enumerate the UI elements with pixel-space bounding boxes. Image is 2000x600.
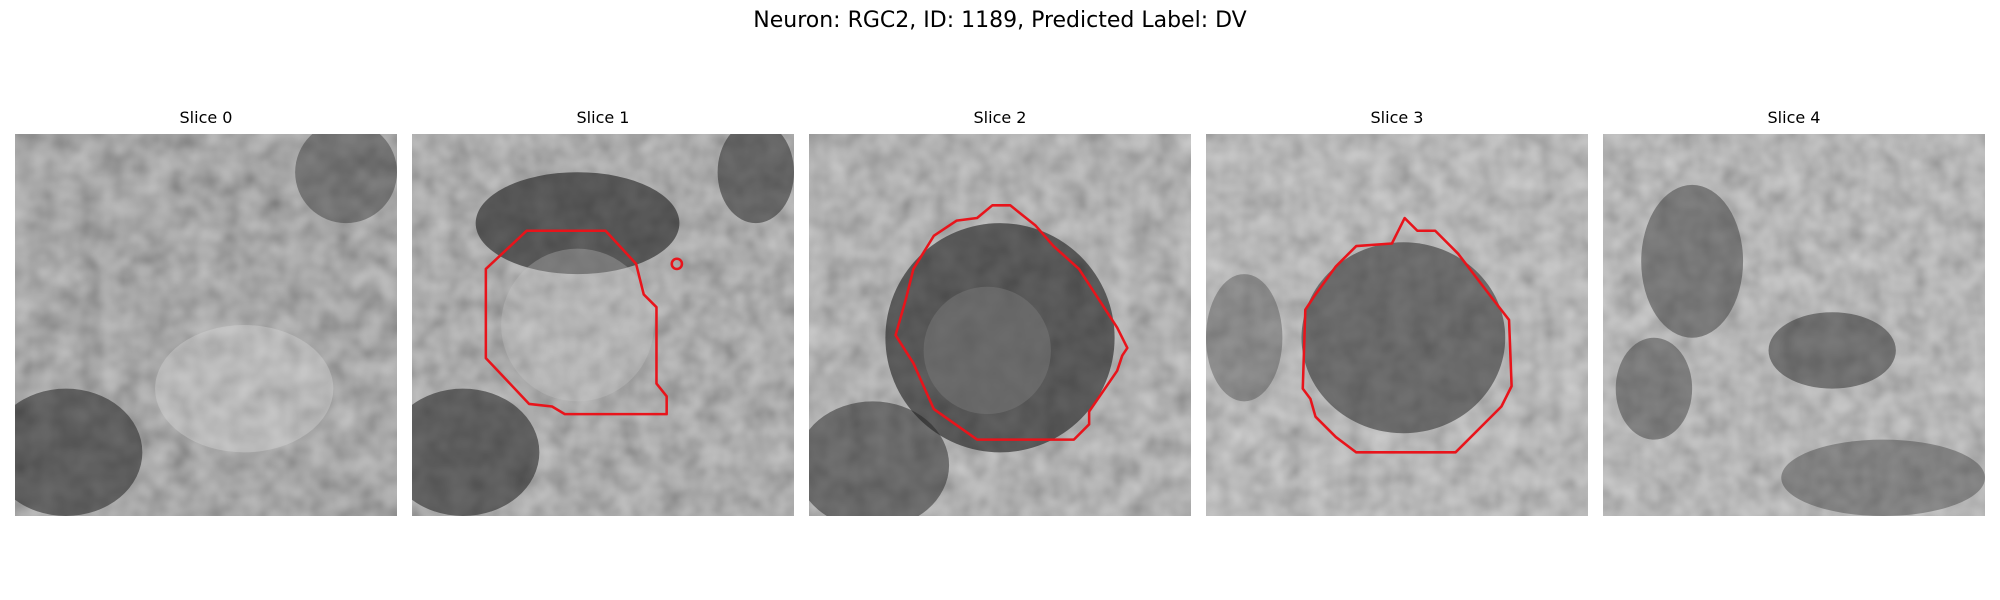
- contour-marker: [670, 257, 684, 271]
- slice-panel-3: Slice 3: [1206, 108, 1588, 516]
- slice-image-3: [1206, 134, 1588, 516]
- slice-panel-4: Slice 4: [1603, 108, 1985, 516]
- slice-title-3: Slice 3: [1370, 108, 1424, 127]
- slice-title-2: Slice 2: [973, 108, 1027, 127]
- slice-panel-0: Slice 0: [15, 108, 397, 516]
- segmentation-contour: [894, 204, 1129, 441]
- slice-image-1: [412, 134, 794, 516]
- segmentation-contour: [1301, 216, 1513, 454]
- slice-title-4: Slice 4: [1767, 108, 1821, 127]
- slice-image-4: [1603, 134, 1985, 516]
- slice-title-1: Slice 1: [576, 108, 630, 127]
- slice-image-0: [15, 134, 397, 516]
- figure-title: Neuron: RGC2, ID: 1189, Predicted Label:…: [753, 8, 1247, 33]
- slice-panel-2: Slice 2: [809, 108, 1191, 516]
- slice-image-2: [809, 134, 1191, 516]
- slice-panel-1: Slice 1: [412, 108, 794, 516]
- slice-title-0: Slice 0: [179, 108, 233, 127]
- segmentation-contour: [484, 229, 668, 416]
